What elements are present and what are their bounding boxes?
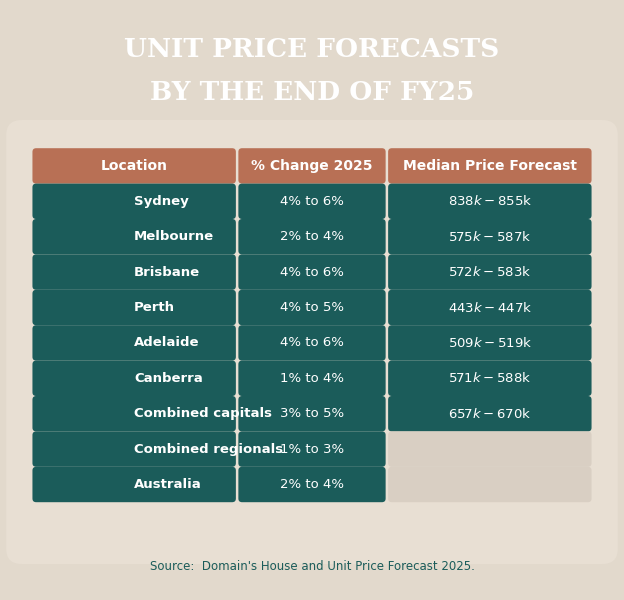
Text: $571k - $588k: $571k - $588k [448, 371, 532, 385]
Text: 4% to 6%: 4% to 6% [280, 266, 344, 278]
Text: Location: Location [100, 159, 168, 173]
FancyBboxPatch shape [238, 148, 386, 184]
Text: Perth: Perth [134, 301, 175, 314]
Text: $575k - $587k: $575k - $587k [448, 230, 532, 244]
Text: Combined capitals: Combined capitals [134, 407, 272, 420]
FancyBboxPatch shape [32, 361, 236, 396]
Text: 4% to 6%: 4% to 6% [280, 337, 344, 349]
Text: Australia: Australia [134, 478, 202, 491]
FancyBboxPatch shape [238, 396, 386, 431]
FancyBboxPatch shape [32, 290, 236, 325]
FancyBboxPatch shape [6, 120, 618, 564]
FancyBboxPatch shape [388, 396, 592, 431]
Text: Melbourne: Melbourne [134, 230, 214, 243]
Text: 4% to 5%: 4% to 5% [280, 301, 344, 314]
FancyBboxPatch shape [238, 290, 386, 325]
Text: 4% to 6%: 4% to 6% [280, 195, 344, 208]
Text: 2% to 4%: 2% to 4% [280, 478, 344, 491]
FancyBboxPatch shape [32, 219, 236, 254]
Text: Sydney: Sydney [134, 195, 189, 208]
FancyBboxPatch shape [32, 254, 236, 290]
Text: Canberra: Canberra [134, 372, 203, 385]
Text: UNIT PRICE FORECASTS: UNIT PRICE FORECASTS [124, 37, 500, 62]
FancyBboxPatch shape [32, 467, 236, 502]
FancyBboxPatch shape [238, 467, 386, 502]
FancyBboxPatch shape [388, 431, 592, 467]
Text: 2% to 4%: 2% to 4% [280, 230, 344, 243]
FancyBboxPatch shape [32, 184, 236, 219]
FancyBboxPatch shape [388, 184, 592, 219]
FancyBboxPatch shape [238, 361, 386, 396]
Text: $838k - $855k: $838k - $855k [447, 194, 532, 208]
FancyBboxPatch shape [238, 219, 386, 254]
FancyBboxPatch shape [238, 254, 386, 290]
Text: BY THE END OF FY25: BY THE END OF FY25 [150, 80, 474, 106]
Text: % Change 2025: % Change 2025 [251, 159, 373, 173]
Text: Adelaide: Adelaide [134, 337, 200, 349]
FancyBboxPatch shape [388, 467, 592, 502]
Text: 3% to 5%: 3% to 5% [280, 407, 344, 420]
Text: Source:  Domain's House and Unit Price Forecast 2025.: Source: Domain's House and Unit Price Fo… [150, 560, 474, 574]
Text: Brisbane: Brisbane [134, 266, 200, 278]
FancyBboxPatch shape [238, 325, 386, 361]
FancyBboxPatch shape [32, 325, 236, 361]
FancyBboxPatch shape [388, 219, 592, 254]
FancyBboxPatch shape [388, 254, 592, 290]
Text: $509k - $519k: $509k - $519k [447, 336, 532, 350]
FancyBboxPatch shape [32, 148, 236, 184]
Text: 1% to 4%: 1% to 4% [280, 372, 344, 385]
FancyBboxPatch shape [388, 290, 592, 325]
Text: Median Price Forecast: Median Price Forecast [403, 159, 577, 173]
FancyBboxPatch shape [388, 361, 592, 396]
FancyBboxPatch shape [238, 431, 386, 467]
Text: 1% to 3%: 1% to 3% [280, 443, 344, 455]
Text: $657k - $670k: $657k - $670k [448, 407, 532, 421]
Text: Combined regionals: Combined regionals [134, 443, 283, 455]
FancyBboxPatch shape [32, 396, 236, 431]
FancyBboxPatch shape [32, 431, 236, 467]
FancyBboxPatch shape [388, 148, 592, 184]
Text: $572k - $583k: $572k - $583k [448, 265, 532, 279]
Text: $443k - $447k: $443k - $447k [447, 301, 532, 314]
FancyBboxPatch shape [238, 184, 386, 219]
FancyBboxPatch shape [388, 325, 592, 361]
